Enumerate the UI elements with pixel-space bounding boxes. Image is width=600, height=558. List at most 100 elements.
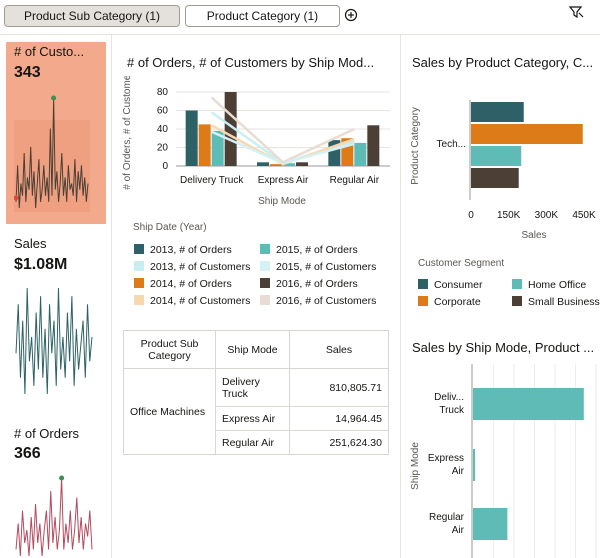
legend-swatch: [512, 296, 522, 306]
chart1-bar[interactable]: [257, 162, 269, 166]
kpi-customers-value: 343: [14, 64, 41, 81]
kpi-sales-sparkline: [15, 287, 93, 395]
chart1-ytick: 80: [157, 87, 169, 98]
legend1-item[interactable]: 2015, # of Orders: [260, 244, 358, 256]
legend-swatch: [134, 261, 144, 271]
chart2-xtick: 300K: [535, 210, 559, 221]
filter-pill-product-category[interactable]: Product Category (1): [185, 5, 340, 27]
legend-label: Small Business: [528, 296, 600, 308]
chart1-bar[interactable]: [283, 163, 295, 166]
kpi-customers-sparkline: [14, 95, 90, 212]
chart1-series-line[interactable]: [210, 96, 355, 164]
chart1-plot[interactable]: # of Orders, # of Customers 80 60 40 20 0 De…: [118, 76, 398, 214]
legend-label: 2014, # of Orders: [150, 278, 232, 290]
chart3-bar[interactable]: [473, 449, 476, 481]
chart2-ylabel: Product Category: [410, 107, 421, 185]
legend-label: 2016, # of Orders: [276, 278, 358, 290]
legend-swatch: [134, 295, 144, 305]
kpi-orders-value: 366: [14, 445, 41, 462]
table-cell-mode: Delivery Truck: [215, 368, 290, 407]
chart1-xlabel: Ship Mode: [258, 196, 306, 207]
chart2-bar[interactable]: [471, 168, 519, 188]
chart2-bar[interactable]: [471, 124, 583, 144]
legend-label: Corporate: [434, 296, 481, 308]
chart2-bar[interactable]: [471, 102, 524, 122]
legend2-item[interactable]: Small Business: [512, 296, 600, 308]
legend1-item[interactable]: 2016, # of Orders: [260, 278, 358, 290]
chart1-xtick: Delivery Truck: [180, 175, 244, 186]
chart3-ytick: Express Air: [428, 453, 465, 477]
chart1-bar[interactable]: [296, 162, 308, 166]
legend-label: 2016, # of Customers: [276, 295, 377, 307]
legend1-title: Ship Date (Year): [133, 222, 207, 233]
chart1-xtick: Regular Air: [330, 175, 380, 186]
legend2-item[interactable]: Corporate: [418, 296, 481, 308]
chart2-bar[interactable]: [471, 146, 522, 166]
table-header-ship-mode[interactable]: Ship Mode: [215, 330, 290, 369]
legend1-item[interactable]: 2013, # of Orders: [134, 244, 232, 256]
legend-label: 2013, # of Orders: [150, 244, 232, 256]
chart1-ytick: 60: [157, 106, 169, 117]
chart2-plot[interactable]: Product Category Tech... 0 150K 300K 450K S…: [404, 92, 600, 242]
chart1-title: # of Orders, # of Customers by Ship Mod.…: [127, 55, 375, 70]
legend-label: 2015, # of Orders: [276, 244, 358, 256]
legend1-item[interactable]: 2013, # of Customers: [134, 261, 250, 273]
chart3-ytick: Regular Air: [429, 512, 465, 536]
table-header-sales[interactable]: Sales: [289, 330, 389, 369]
chart3-ytick: Deliv... Truck: [434, 392, 465, 416]
chart1-ytick: 40: [157, 124, 169, 135]
table-header-sub-category[interactable]: Product Sub Category: [123, 330, 216, 369]
legend-label: 2013, # of Customers: [150, 261, 251, 273]
chart1-bar[interactable]: [354, 142, 367, 166]
pivot-table[interactable]: Product Sub Category Ship Mode Sales Off…: [123, 330, 389, 455]
chart1-bar[interactable]: [211, 130, 224, 166]
legend1-item[interactable]: 2015, # of Customers: [260, 261, 376, 273]
table-row[interactable]: Office Machines Delivery Truck 810,805.7…: [123, 368, 389, 455]
chart1-ytick: 20: [157, 143, 169, 154]
table-cell-sales: 251,624.30: [289, 430, 389, 455]
kpi-sales-title: Sales: [14, 236, 47, 251]
chart2-xtick: 0: [468, 210, 474, 221]
add-filter-icon[interactable]: [344, 8, 358, 22]
chart1-ytick: 0: [162, 161, 168, 172]
legend-swatch: [418, 296, 428, 306]
chart1-bar[interactable]: [270, 164, 282, 166]
left-column-divider: [111, 35, 112, 558]
kpi-sales-value: $1.08M: [14, 256, 68, 273]
kpi-orders-title: # of Orders: [14, 426, 80, 441]
kpi-orders-sparkline: [15, 475, 93, 557]
legend-swatch: [260, 261, 270, 271]
table-row[interactable]: Regular Air 251,624.30: [124, 430, 389, 455]
legend-label: 2014, # of Customers: [150, 295, 251, 307]
chart3-ylabel: Ship Mode: [410, 442, 421, 490]
legend1-item[interactable]: 2014, # of Customers: [134, 295, 250, 307]
middle-column-divider: [400, 35, 401, 558]
chart1-bar[interactable]: [185, 110, 198, 167]
chart1-bar[interactable]: [367, 125, 380, 166]
legend-swatch: [260, 278, 270, 288]
legend-swatch: [134, 244, 144, 254]
chart2-title: Sales by Product Category, C...: [412, 55, 594, 70]
chart3-bar[interactable]: [473, 388, 584, 420]
table-cell-sales: 14,964.45: [289, 406, 389, 431]
legend-swatch: [512, 279, 522, 289]
chart1-bar[interactable]: [198, 124, 211, 166]
chart2-category-label: Tech...: [437, 139, 466, 150]
chart1-ylabel: # of Orders, # of Customers: [122, 76, 133, 190]
filter-funnel-icon[interactable]: [568, 4, 584, 20]
chart3-bar[interactable]: [473, 508, 508, 540]
legend-label: 2015, # of Customers: [276, 261, 377, 273]
legend2-title: Customer Segment: [418, 258, 505, 269]
filter-bar-divider: [0, 34, 600, 35]
legend-swatch: [260, 244, 270, 254]
legend-swatch: [134, 278, 144, 288]
table-cell-mode: Regular Air: [215, 430, 290, 455]
chart3-plot[interactable]: Ship Mode Deliv... Truck Express Air Regular…: [404, 364, 600, 558]
legend-label: Home Office: [528, 279, 587, 291]
legend1-item[interactable]: 2016, # of Customers: [260, 295, 376, 307]
legend2-item[interactable]: Consumer: [418, 279, 482, 291]
legend1-item[interactable]: 2014, # of Orders: [134, 278, 232, 290]
legend2-item[interactable]: Home Office: [512, 279, 586, 291]
chart2-xtick: 150K: [497, 210, 521, 221]
filter-pill-product-sub-category[interactable]: Product Sub Category (1): [4, 5, 180, 27]
